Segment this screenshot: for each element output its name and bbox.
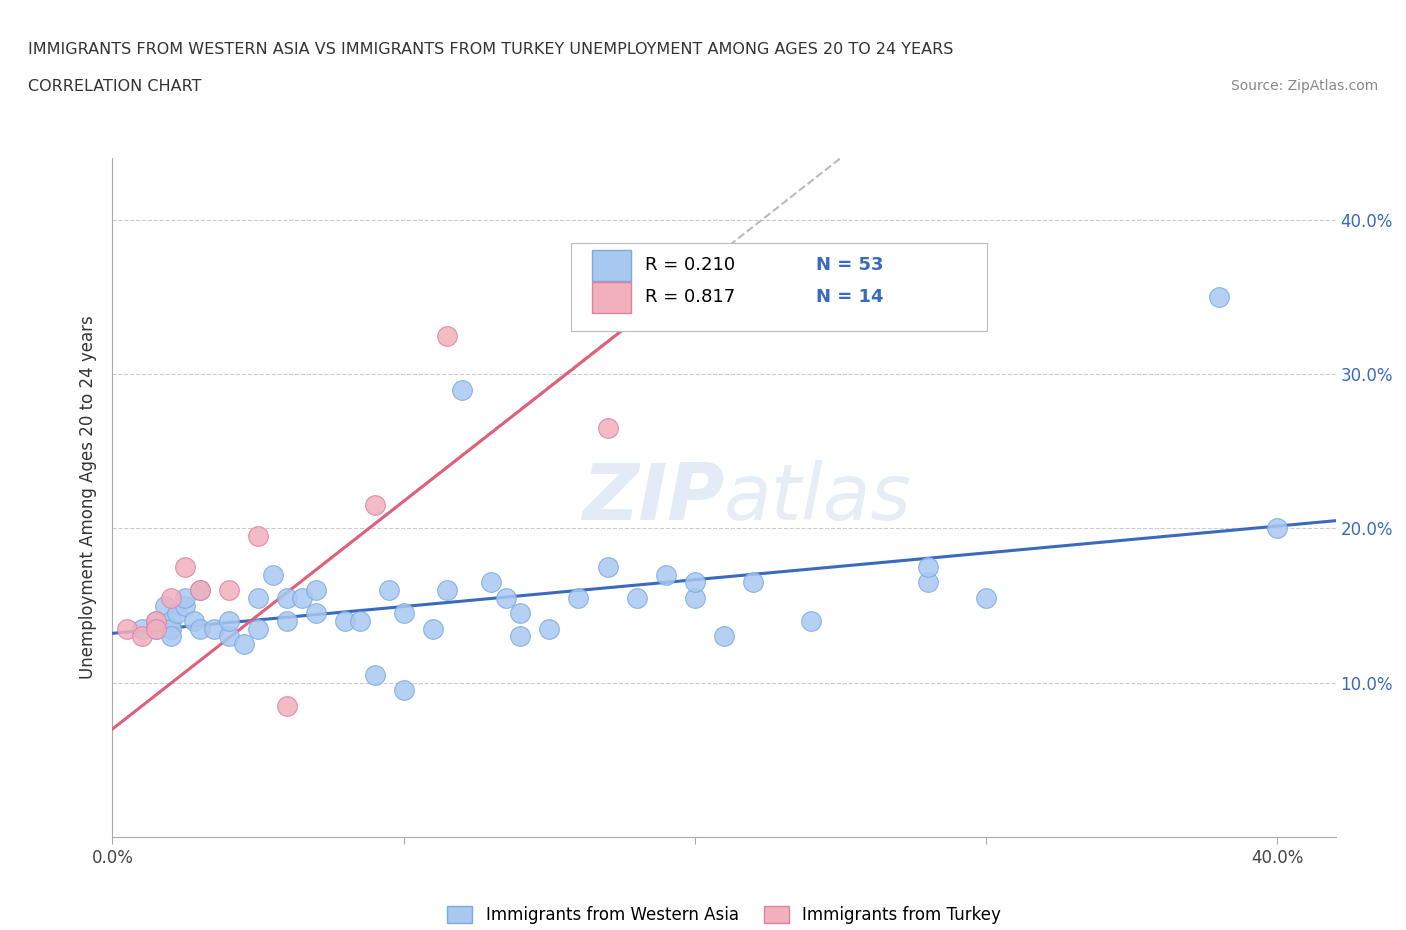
Point <box>305 583 328 598</box>
Point <box>509 605 531 620</box>
Point <box>262 567 284 582</box>
Point <box>436 583 458 598</box>
Point <box>115 621 138 636</box>
Point <box>232 637 254 652</box>
Text: Source: ZipAtlas.com: Source: ZipAtlas.com <box>1230 79 1378 93</box>
Text: R = 0.817: R = 0.817 <box>644 288 735 306</box>
Text: R = 0.210: R = 0.210 <box>644 257 735 274</box>
Point <box>174 560 197 575</box>
Point <box>145 614 167 629</box>
Point <box>392 605 415 620</box>
Bar <box>592 282 631 312</box>
Point <box>145 614 167 629</box>
FancyBboxPatch shape <box>571 243 987 331</box>
Point <box>479 575 502 590</box>
Point <box>159 591 181 605</box>
Point <box>363 668 385 683</box>
Point <box>159 629 181 644</box>
Point <box>276 591 298 605</box>
Point <box>247 621 270 636</box>
Point <box>655 298 678 312</box>
Point <box>218 629 240 644</box>
Point <box>378 583 401 598</box>
Point <box>596 560 619 575</box>
Text: N = 53: N = 53 <box>815 257 883 274</box>
Point <box>204 621 226 636</box>
Point <box>174 598 197 613</box>
Point <box>422 621 444 636</box>
Point <box>188 583 211 598</box>
Text: atlas: atlas <box>724 459 912 536</box>
Point <box>188 583 211 598</box>
Point <box>974 591 997 605</box>
Point <box>626 591 648 605</box>
Point <box>218 583 240 598</box>
Point <box>174 591 197 605</box>
Point <box>917 575 939 590</box>
Point <box>153 598 176 613</box>
Y-axis label: Unemployment Among Ages 20 to 24 years: Unemployment Among Ages 20 to 24 years <box>79 315 97 680</box>
Text: ZIP: ZIP <box>582 459 724 536</box>
Point <box>800 614 823 629</box>
Point <box>495 591 517 605</box>
Point <box>1267 521 1289 536</box>
Point <box>451 382 474 397</box>
Point <box>713 629 735 644</box>
Point <box>145 621 167 636</box>
Point <box>683 591 706 605</box>
Point <box>363 498 385 512</box>
Point <box>218 614 240 629</box>
Text: N = 14: N = 14 <box>815 288 883 306</box>
Point <box>291 591 314 605</box>
Point <box>349 614 371 629</box>
Point <box>742 575 765 590</box>
Point <box>247 528 270 543</box>
Point <box>247 591 270 605</box>
Point <box>276 698 298 713</box>
Point <box>436 328 458 343</box>
Point <box>159 621 181 636</box>
Point <box>183 614 205 629</box>
Point <box>335 614 357 629</box>
Text: IMMIGRANTS FROM WESTERN ASIA VS IMMIGRANTS FROM TURKEY UNEMPLOYMENT AMONG AGES 2: IMMIGRANTS FROM WESTERN ASIA VS IMMIGRAN… <box>28 42 953 57</box>
Point <box>159 614 181 629</box>
Legend: Immigrants from Western Asia, Immigrants from Turkey: Immigrants from Western Asia, Immigrants… <box>440 899 1008 930</box>
Point <box>276 614 298 629</box>
Point <box>509 629 531 644</box>
Point <box>596 420 619 435</box>
Point <box>305 605 328 620</box>
Point <box>166 605 188 620</box>
Bar <box>592 250 631 281</box>
Point <box>917 560 939 575</box>
Point <box>392 683 415 698</box>
Point <box>145 621 167 636</box>
Point <box>131 621 153 636</box>
Point <box>567 591 589 605</box>
Point <box>131 629 153 644</box>
Point <box>683 575 706 590</box>
Point <box>655 567 678 582</box>
Point <box>1208 289 1230 304</box>
Point <box>538 621 561 636</box>
Point <box>188 621 211 636</box>
Text: CORRELATION CHART: CORRELATION CHART <box>28 79 201 94</box>
